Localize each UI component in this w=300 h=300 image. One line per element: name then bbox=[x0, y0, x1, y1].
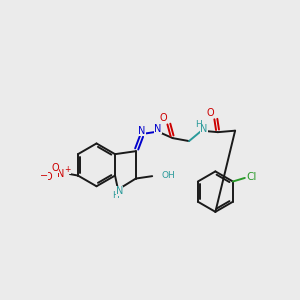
Text: O: O bbox=[206, 108, 214, 118]
Text: N: N bbox=[200, 124, 208, 134]
Text: H: H bbox=[195, 120, 202, 129]
Text: O: O bbox=[44, 172, 52, 182]
Text: N: N bbox=[116, 186, 123, 196]
Text: N: N bbox=[57, 169, 65, 179]
Text: +: + bbox=[64, 165, 71, 174]
Text: H: H bbox=[112, 191, 118, 200]
Text: N: N bbox=[154, 124, 162, 134]
Text: O: O bbox=[51, 163, 59, 172]
Text: N: N bbox=[138, 126, 146, 136]
Text: −: − bbox=[40, 171, 48, 181]
Text: Cl: Cl bbox=[246, 172, 256, 182]
Text: OH: OH bbox=[161, 171, 175, 180]
Text: O: O bbox=[159, 113, 167, 123]
